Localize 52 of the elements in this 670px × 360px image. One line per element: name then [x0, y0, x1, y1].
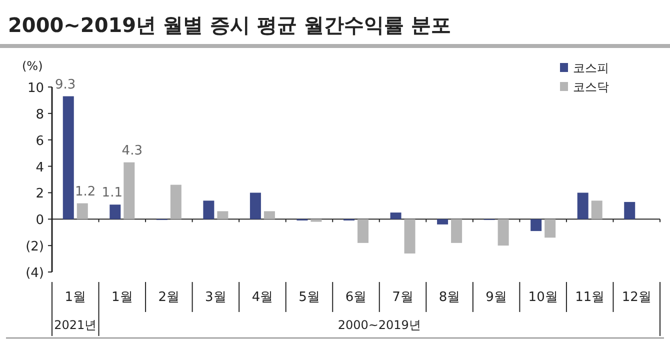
bar [624, 202, 636, 220]
bar [250, 192, 261, 220]
data-label: 4.3 [122, 143, 142, 158]
bar [76, 203, 88, 220]
bar [110, 204, 121, 220]
y-tick-label: 10 [27, 81, 44, 96]
x-tick-label: 9월 [486, 290, 507, 305]
y-tick-label: 0 [36, 213, 44, 228]
x-tick-label: 4월 [252, 290, 274, 305]
y-tick-label: 2 [36, 186, 44, 202]
bar [310, 219, 322, 222]
bar [530, 219, 542, 232]
text: 2021년 [54, 318, 97, 332]
y-tick-label: 4 [36, 160, 44, 176]
legend-label: 코스피 [573, 61, 609, 75]
x-tick-label: 11월 [575, 290, 605, 305]
bar [124, 162, 135, 220]
bar [390, 212, 402, 220]
y-tick-label: 6 [36, 134, 44, 149]
y-axis-title: (%) [22, 59, 43, 73]
bar [404, 219, 416, 254]
text: 2000~2019년 [338, 318, 421, 332]
bar [451, 219, 462, 243]
x-tick-label: 5월 [298, 290, 320, 305]
x-tick-label: 2월 [158, 290, 180, 305]
bar [170, 184, 182, 220]
x-tick-label: 10월 [528, 290, 558, 305]
x-tick-label: 8월 [438, 290, 460, 305]
x-tick-label: 12월 [622, 290, 652, 305]
bar [577, 192, 588, 220]
x-tick-label: 7월 [392, 290, 414, 305]
y-tick-label: 8 [36, 107, 44, 122]
x-tick-label: 1월 [64, 290, 86, 305]
data-label: 1.1 [102, 186, 122, 201]
bar [264, 211, 275, 220]
bar [544, 219, 556, 238]
bar [217, 211, 228, 220]
bar [358, 219, 368, 243]
data-label: 1.2 [75, 184, 96, 200]
chart-title: 2000~2019년 월별 증시 평균 월간수익률 분포 [8, 13, 451, 37]
y-tick-label: (4) [26, 266, 44, 281]
x-tick-label: 6월 [345, 290, 367, 305]
y-tick-label: (2) [26, 240, 44, 255]
bar [62, 96, 74, 220]
legend-label: 코스닥 [573, 80, 609, 94]
bar [203, 200, 214, 220]
bar [591, 200, 602, 220]
bar [437, 219, 448, 224]
data-label: 9.3 [55, 77, 76, 92]
bar [498, 219, 509, 246]
x-tick-label: 1월 [112, 290, 133, 305]
x-tick-label: 3월 [205, 290, 226, 305]
